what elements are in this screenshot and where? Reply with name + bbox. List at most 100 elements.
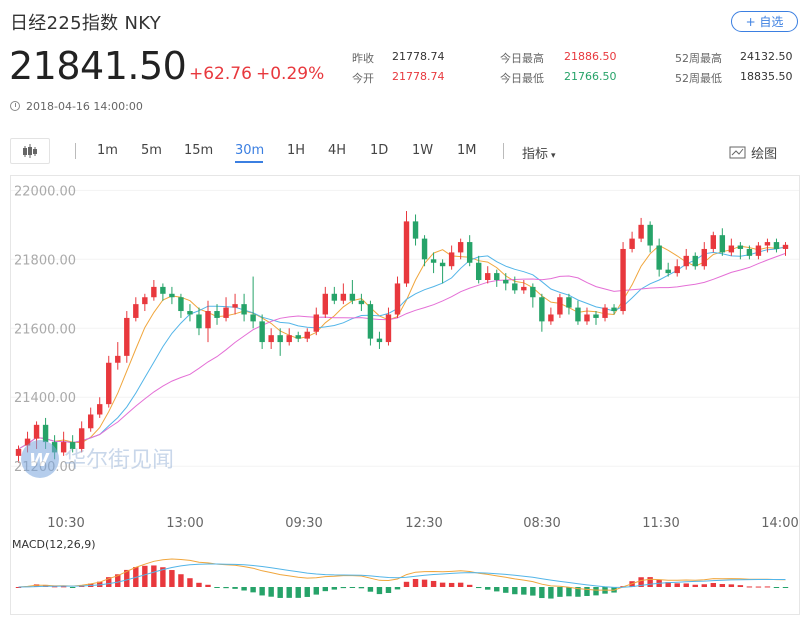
macd-bar: [376, 587, 383, 595]
candle: [97, 404, 103, 415]
macd-bar: [548, 587, 554, 599]
candle: [593, 314, 599, 318]
macd-bar: [268, 587, 274, 597]
period-1w[interactable]: 1W: [412, 143, 434, 158]
candle: [755, 245, 762, 256]
candlestick-type-button[interactable]: [10, 138, 50, 164]
candle: [205, 311, 211, 329]
candle: [521, 286, 527, 291]
x-tick-label: 10:30: [47, 516, 84, 531]
candle: [151, 286, 157, 298]
macd-bar: [97, 581, 103, 587]
candle: [33, 424, 40, 439]
candle: [124, 317, 130, 356]
period-30m[interactable]: 30m: [235, 143, 265, 158]
chart-panel[interactable]: [10, 175, 800, 615]
macd-bar: [151, 565, 157, 587]
period-15m[interactable]: 15m: [184, 143, 214, 158]
macd-bar: [539, 587, 545, 599]
period-1h[interactable]: 1H: [287, 143, 306, 158]
macd-bar: [430, 580, 437, 587]
y-tick-label: 21400.00: [14, 391, 76, 406]
candle: [439, 262, 446, 267]
candle: [106, 362, 112, 405]
period-1mo[interactable]: 1M: [457, 143, 477, 158]
candle: [349, 293, 356, 301]
candle: [566, 297, 572, 308]
macd-bar: [448, 582, 455, 587]
candle: [268, 335, 274, 343]
candle: [69, 442, 76, 449]
macd-bar: [60, 586, 67, 588]
watermark-text: 华尔街见闻: [64, 448, 174, 473]
period-5m[interactable]: 5m: [141, 143, 162, 158]
macd-bar: [51, 586, 58, 588]
macd-bar: [466, 584, 473, 587]
draw-label: 绘图: [751, 147, 778, 162]
period-1m[interactable]: 1m: [97, 143, 118, 158]
toolbar-divider: [75, 143, 76, 159]
candle: [647, 224, 653, 246]
candle: [683, 255, 689, 267]
day-low-value: 21766.50: [564, 70, 617, 83]
macd-bar: [349, 587, 356, 588]
candle: [376, 338, 383, 343]
macd-bar: [205, 584, 211, 587]
macd-bar: [277, 587, 283, 598]
macd-bar: [331, 587, 338, 590]
macd-bar: [232, 587, 238, 589]
candle: [142, 297, 148, 305]
macd-bar: [457, 582, 464, 587]
x-tick-label: 09:30: [285, 516, 322, 531]
candle: [737, 245, 744, 249]
candle: [764, 242, 771, 246]
macd-bar: [403, 581, 410, 587]
period-4h[interactable]: 4H: [328, 143, 347, 158]
macd-bar: [340, 587, 347, 589]
day-high-label: 今日最高: [500, 52, 544, 65]
macd-bar: [737, 585, 744, 587]
macd-bar: [638, 577, 644, 587]
macd-bar: [494, 587, 500, 592]
candle: [331, 293, 338, 301]
macd-label: MACD(12,26,9): [12, 538, 96, 551]
macd-bar: [530, 587, 536, 596]
watermark-logo-icon: [21, 440, 59, 478]
macd-bar: [322, 587, 329, 592]
candle: [87, 414, 94, 429]
candle: [512, 283, 518, 291]
price-change: +62.76: [189, 64, 252, 84]
macd-bar: [421, 579, 428, 587]
macd-bar: [178, 574, 184, 587]
x-tick-label: 12:30: [405, 516, 442, 531]
indicator-menu-button[interactable]: 指标 ▾: [522, 143, 556, 162]
macd-bar: [665, 582, 671, 587]
day-high-value: 21886.50: [564, 50, 617, 63]
macd-bar: [710, 582, 717, 587]
period-1d[interactable]: 1D: [370, 143, 389, 158]
candlestick-icon: [23, 144, 37, 158]
candle: [78, 428, 85, 449]
macd-bar: [746, 586, 753, 588]
candle: [674, 266, 680, 274]
candle: [178, 297, 184, 312]
open-value: 21778.74: [392, 70, 445, 83]
macd-bar: [214, 587, 220, 588]
watermark-logo-letter: W: [29, 450, 50, 471]
current-price: 21841.50: [9, 44, 187, 88]
candle: [710, 235, 717, 249]
macd-bar: [385, 587, 392, 593]
wk52-high-label: 52周最高: [675, 52, 722, 65]
macd-bar: [15, 587, 22, 588]
draw-tools-button[interactable]: 绘图: [729, 143, 777, 162]
macd-bar: [674, 583, 680, 587]
candle: [494, 273, 500, 280]
macd-bar: [755, 586, 762, 588]
candle: [115, 355, 121, 363]
candle: [385, 314, 392, 343]
add-to-watchlist-button[interactable]: + 自选: [731, 11, 798, 32]
candle: [232, 304, 238, 308]
candle: [746, 248, 753, 256]
page-title: 日经225指数 NKY: [10, 13, 161, 34]
